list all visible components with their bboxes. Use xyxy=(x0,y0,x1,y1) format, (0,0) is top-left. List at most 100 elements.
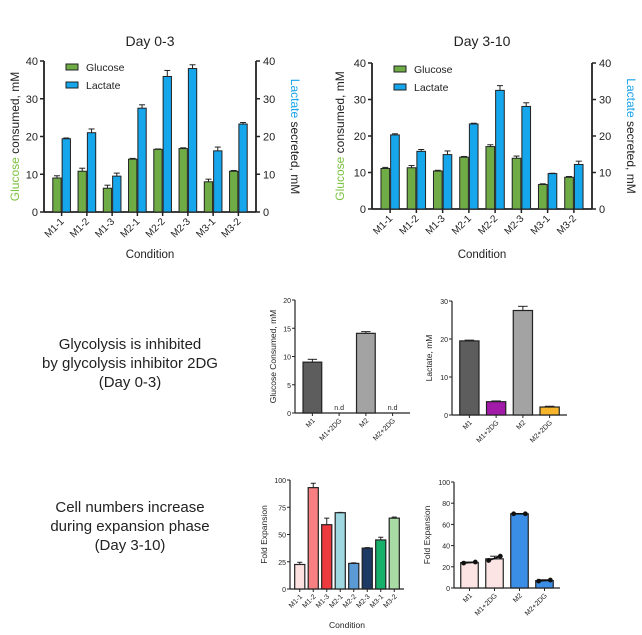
legend-label-lactate: Lactate xyxy=(86,80,121,92)
caption-line: during expansion phase xyxy=(50,518,210,535)
y-tick-label-right: 40 xyxy=(263,56,275,68)
bar-glucose xyxy=(459,156,469,210)
bar-glucose xyxy=(485,146,496,210)
x-tick-label: M1-2 xyxy=(301,593,317,609)
y-tick-label-right: 30 xyxy=(263,94,275,106)
chart-title: Day 3-10 xyxy=(454,33,511,49)
x-tick-label: M2 xyxy=(358,417,370,429)
legend-label-lactate: Lactate xyxy=(414,82,449,94)
y-tick-label-left: 10 xyxy=(26,169,38,181)
y-tick-label: 50 xyxy=(278,533,286,540)
y-axis-label-right: Lactate secreted, mM xyxy=(288,79,302,194)
bar-lactate xyxy=(162,75,172,213)
y-tick-label-left: 0 xyxy=(360,204,366,216)
x-tick-label: M3-1 xyxy=(529,213,553,237)
y-label-glucose-word: Glucose xyxy=(8,157,22,201)
x-tick-label: M2+2DG xyxy=(529,419,554,444)
bar-lactate xyxy=(213,150,223,213)
y-tick-label-right: 30 xyxy=(599,95,611,107)
y-tick-label: 0 xyxy=(444,413,448,420)
bar-glucose xyxy=(153,148,163,213)
y-tick-label: 0 xyxy=(446,586,450,593)
x-tick-label: M2+2DG xyxy=(372,417,397,442)
y-tick-label-right: 20 xyxy=(263,132,275,144)
bar-lactate xyxy=(112,175,122,213)
y-tick-label-right: 20 xyxy=(599,131,611,143)
bar-glucose xyxy=(77,170,87,213)
x-tick-label: M3-2 xyxy=(382,593,398,609)
y-tick-label: 10 xyxy=(440,375,448,382)
bar-lactate xyxy=(468,123,479,210)
bar-glucose xyxy=(406,167,417,210)
y-tick-label: 0 xyxy=(282,587,286,594)
caption-line: Glycolysis is inhibited xyxy=(58,336,202,353)
bar-lactate xyxy=(573,163,584,210)
x-tick-label: M2-2 xyxy=(476,213,500,237)
y-axis-label: Fold Expansion xyxy=(422,505,432,564)
y-tick-label: 100 xyxy=(274,478,286,485)
y-axis-label: Lactate, mM xyxy=(424,335,434,382)
y-tick-label: 75 xyxy=(278,505,286,512)
y-tick-label-left: 30 xyxy=(354,95,366,107)
y-axis-label: Fold Expansion xyxy=(259,505,269,564)
x-tick-label: M1 xyxy=(462,419,474,431)
y-tick-label: 40 xyxy=(442,544,450,551)
chart-fold-expansion-2dg: 0 20 40 60 80 100 M1 M1+2DG M2 M2+2DG Fold Expansi… xyxy=(422,480,560,617)
x-tick-label: M1-2 xyxy=(398,213,422,237)
bar xyxy=(510,513,529,589)
y-tick-label: 25 xyxy=(278,560,286,567)
bar xyxy=(512,309,534,416)
x-tick-label: M3-2 xyxy=(555,213,579,237)
bar-lactate xyxy=(61,138,71,213)
y-tick-label-left: 40 xyxy=(26,56,38,68)
y-label-lactate-word: Lactate xyxy=(624,78,638,118)
y-tick-label-right: 10 xyxy=(599,168,611,180)
x-tick-label: M2-3 xyxy=(503,213,527,237)
bar-glucose xyxy=(432,170,443,210)
x-tick-label: M2-3 xyxy=(169,216,193,240)
legend-swatch-lactate xyxy=(65,81,79,89)
bar xyxy=(307,487,319,590)
x-tick-label: M1+2DG xyxy=(319,417,344,442)
y-label-rest: secreted, mM xyxy=(288,118,302,194)
data-point xyxy=(536,578,542,584)
x-tick-label: M1+2DG xyxy=(474,592,499,617)
y-tick-label-left: 0 xyxy=(32,207,38,219)
bar-lactate xyxy=(495,89,505,210)
bar-glucose xyxy=(128,158,138,213)
x-tick-label: M1-2 xyxy=(68,216,92,240)
x-tick-label: M1-1 xyxy=(288,593,304,609)
legend-swatch-glucose xyxy=(65,63,79,71)
y-tick-label: 100 xyxy=(438,480,450,487)
x-axis-label: Condition xyxy=(126,249,175,261)
point-connector xyxy=(488,555,501,562)
y-axis-label-left: Glucose consumed, mM xyxy=(333,71,347,200)
x-tick-label: M2-1 xyxy=(328,593,344,609)
bar xyxy=(334,512,346,590)
x-tick-label: M2 xyxy=(512,592,524,604)
y-tick-label: 20 xyxy=(283,298,291,305)
bar xyxy=(355,332,376,414)
y-label-rest: secreted, mM xyxy=(624,118,638,194)
x-tick-label: M3-1 xyxy=(369,593,385,609)
x-tick-label: M3-2 xyxy=(220,216,244,240)
y-tick-label: 15 xyxy=(283,326,291,333)
caption-line: (Day 0-3) xyxy=(98,374,162,391)
caption-line: Cell numbers increase xyxy=(55,499,205,516)
y-tick-label: 30 xyxy=(440,299,448,306)
legend-swatch-lactate xyxy=(393,83,407,91)
x-tick-label: M2-1 xyxy=(119,216,143,240)
y-tick-label: 20 xyxy=(442,565,450,572)
caption-expansion: Cell numbers increase during expansion p… xyxy=(20,498,240,555)
x-tick-label: M2 xyxy=(515,419,527,431)
x-tick-label: M2+2DG xyxy=(524,592,549,617)
y-axis-label: Glucose Consumed, mM xyxy=(268,310,278,404)
legend-swatch-glucose xyxy=(393,65,407,73)
bar-lactate xyxy=(547,173,558,210)
caption-line: (Day 3-10) xyxy=(94,537,166,554)
bar-lactate xyxy=(86,132,97,213)
bar-lactate xyxy=(238,123,248,213)
y-tick-label: 60 xyxy=(442,522,450,529)
y-label-rest: consumed, mM xyxy=(333,71,347,156)
bar-glucose xyxy=(229,170,239,213)
